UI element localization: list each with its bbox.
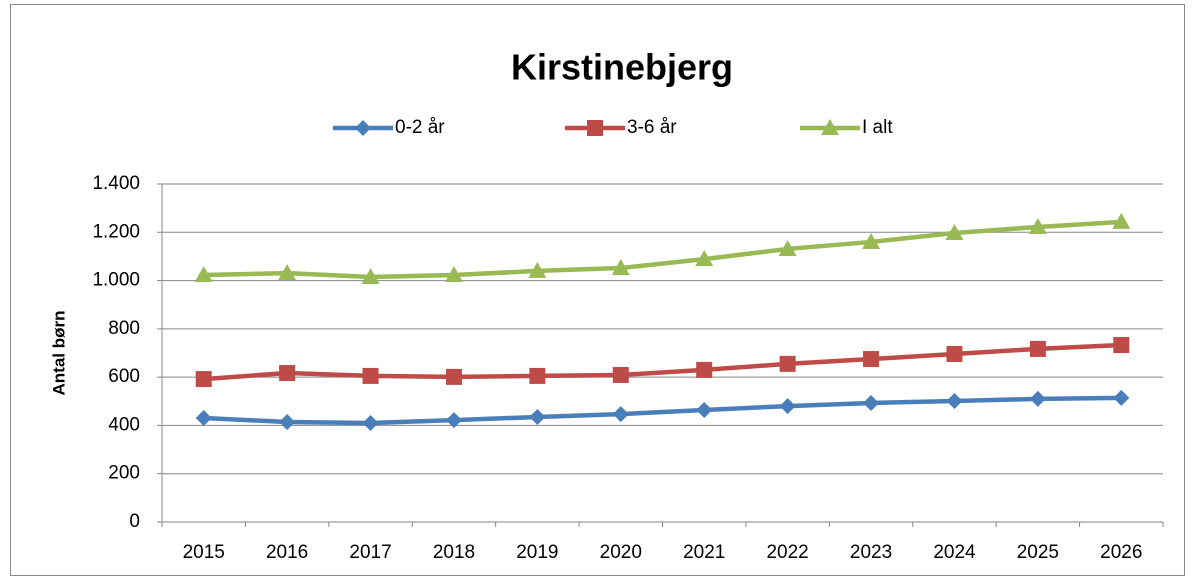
y-tick-label: 800: [108, 318, 140, 339]
y-tick-label: 0: [129, 511, 140, 532]
marker: [1028, 217, 1047, 234]
marker: [195, 409, 212, 426]
series-line: [203, 395, 1122, 426]
x-tick-label: 2023: [850, 542, 892, 563]
legend-marker: [355, 120, 371, 136]
marker: [529, 408, 546, 425]
series-line: [203, 219, 1122, 280]
marker: [362, 415, 379, 432]
marker: [194, 266, 213, 283]
marker: [611, 259, 630, 276]
marker: [862, 232, 881, 249]
chart-border: [10, 4, 1185, 576]
marker: [946, 345, 963, 362]
y-tick-label: 1.000: [92, 270, 140, 291]
marker: [195, 371, 212, 388]
x-tick-label: 2026: [1100, 542, 1142, 563]
x-tick-label: 2018: [433, 542, 475, 563]
marker: [361, 267, 380, 284]
marker: [362, 367, 379, 384]
marker: [1029, 340, 1046, 357]
marker: [696, 401, 713, 418]
marker: [863, 394, 880, 411]
series-line: [203, 342, 1122, 382]
marker: [278, 264, 297, 281]
x-tick-label: 2021: [683, 542, 725, 563]
marker: [528, 261, 547, 278]
x-tick-label: 2016: [266, 542, 308, 563]
marker: [445, 368, 462, 385]
y-tick-label: 600: [108, 366, 140, 387]
marker: [696, 361, 713, 378]
y-tick-label: 400: [108, 414, 140, 435]
marker: [612, 406, 629, 423]
marker: [1029, 390, 1046, 407]
marker: [945, 224, 964, 241]
legend-marker: [587, 120, 603, 136]
marker: [279, 365, 296, 382]
legend-marker: [821, 119, 839, 135]
y-tick-label: 1.200: [92, 221, 140, 242]
legend-label: I alt: [862, 117, 893, 138]
marker: [279, 414, 296, 431]
marker: [1113, 337, 1130, 354]
legend-label: 3-6 år: [627, 117, 677, 138]
chart-title: Kirstinebjerg: [511, 47, 733, 88]
x-tick-label: 2015: [183, 542, 225, 563]
marker: [1112, 212, 1131, 229]
x-tick-label: 2022: [766, 542, 808, 563]
marker: [779, 398, 796, 415]
marker: [695, 250, 714, 267]
marker: [778, 239, 797, 256]
marker: [445, 412, 462, 429]
marker: [444, 266, 463, 283]
x-tick-label: 2019: [516, 542, 558, 563]
marker: [1113, 389, 1130, 406]
y-tick-label: 1.400: [92, 173, 140, 194]
x-tick-label: 2024: [933, 542, 976, 563]
x-tick-label: 2017: [349, 542, 391, 563]
x-tick-label: 2025: [1017, 542, 1059, 563]
marker: [863, 351, 880, 368]
marker: [946, 393, 963, 410]
marker: [612, 366, 629, 383]
y-tick-label: 200: [108, 463, 140, 484]
marker: [779, 355, 796, 372]
y-axis-label: Antal børn: [49, 311, 68, 396]
marker: [529, 367, 546, 384]
legend-label: 0-2 år: [395, 117, 445, 138]
x-tick-label: 2020: [600, 542, 642, 563]
